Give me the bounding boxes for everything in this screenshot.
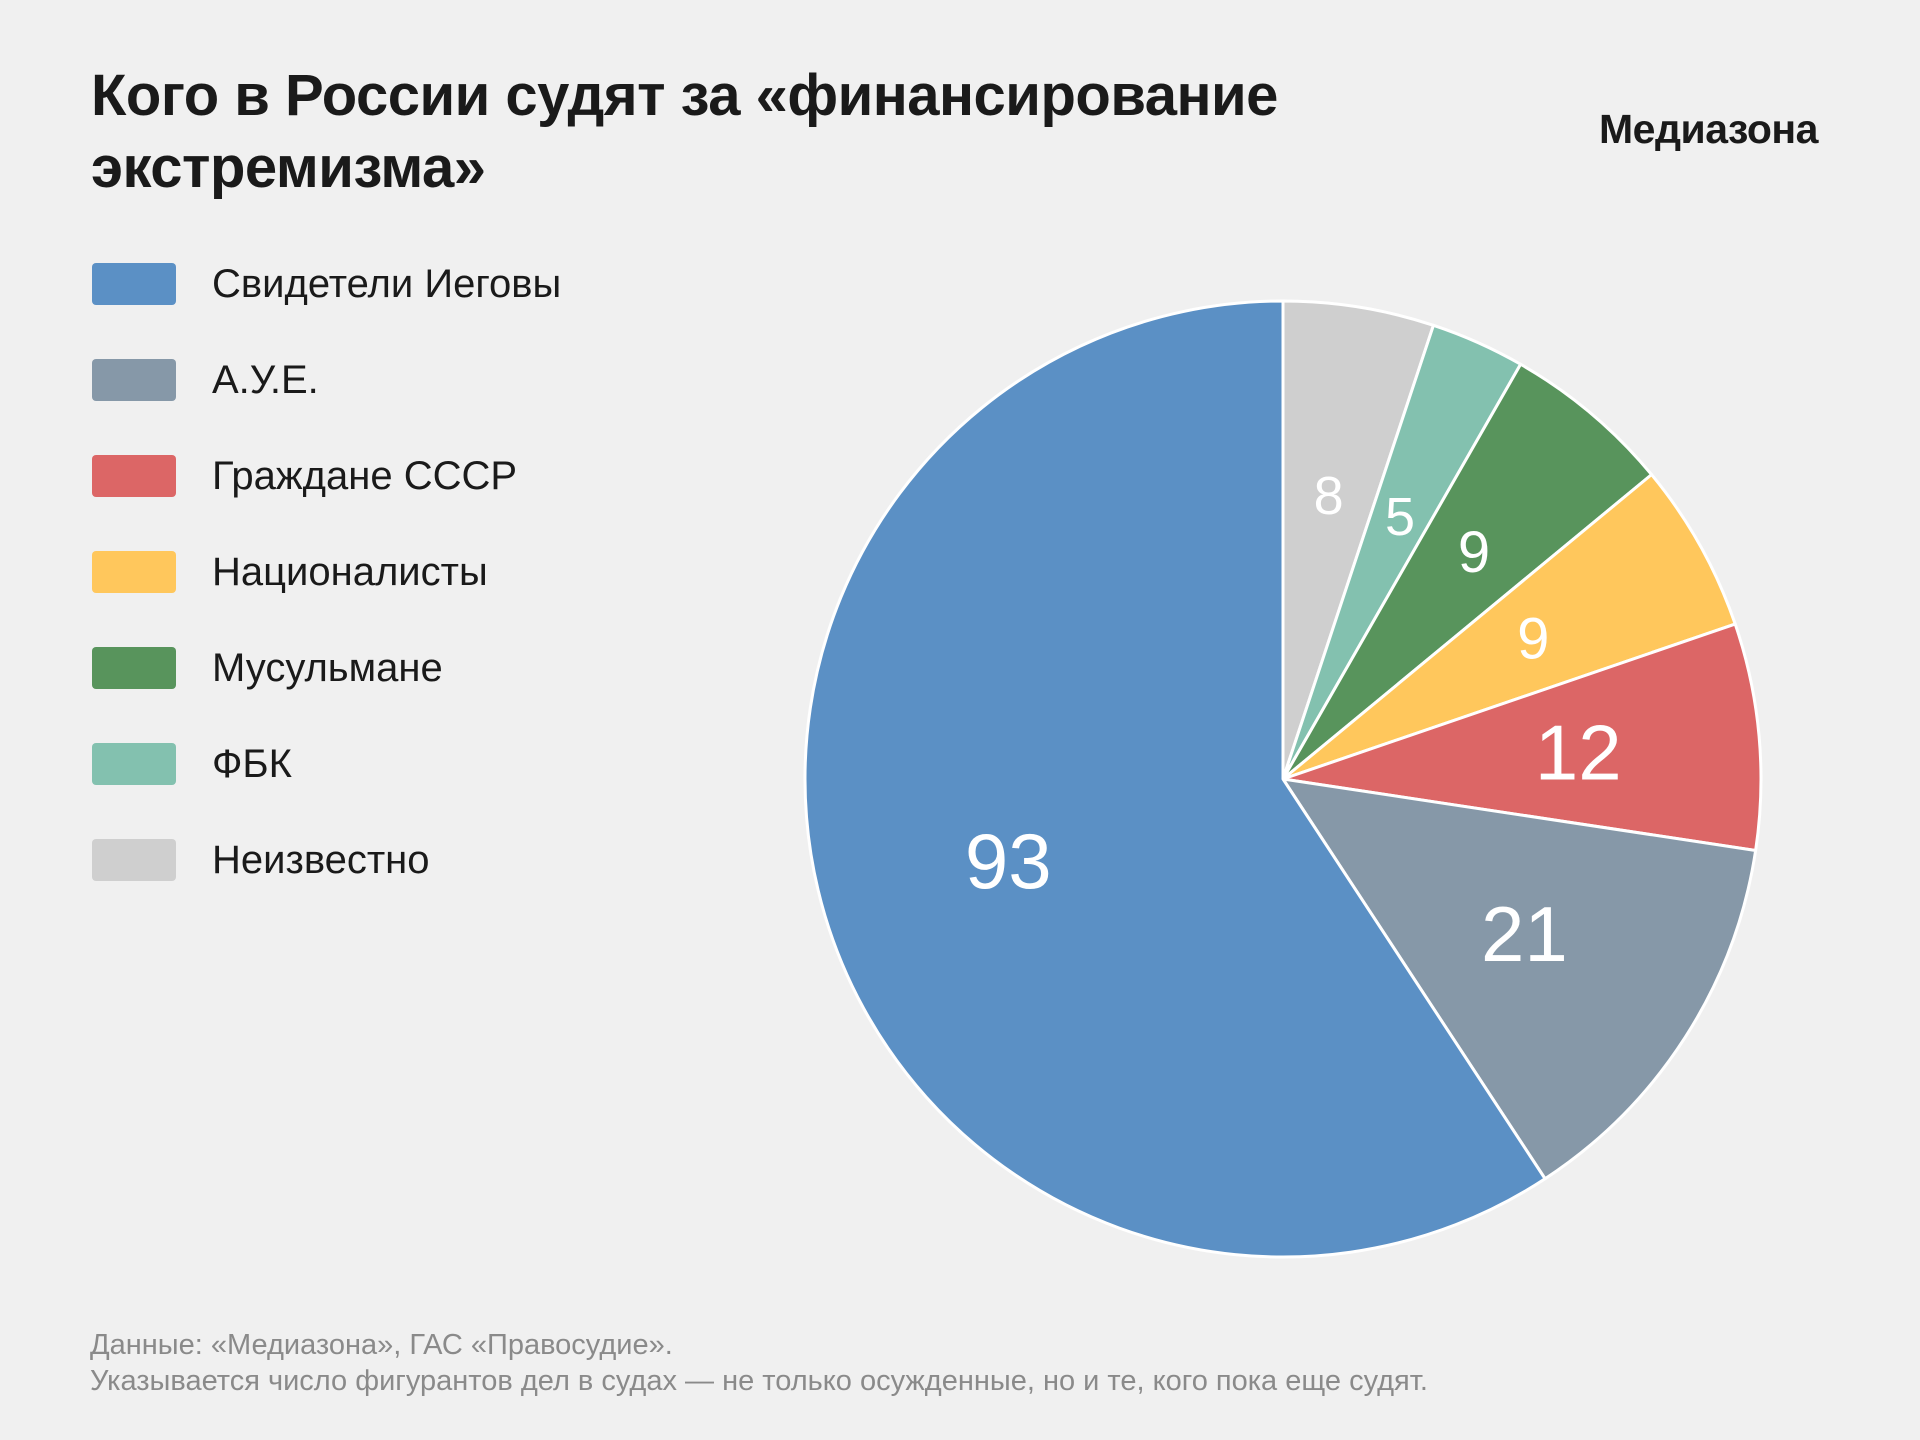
legend-item: Националисты [92,524,561,620]
pie-slice-националисты [1281,473,1737,781]
legend-item: Мусульмане [92,620,561,716]
legend-item: Граждане СССР [92,428,561,524]
methodology-note: Указывается число фигурантов дел в судах… [90,1365,1428,1397]
legend-item: Неизвестно [92,812,561,908]
legend-item: Свидетели Иеговы [92,236,561,332]
chart-title: Кого в России судят за «финансирование э… [91,63,1278,200]
slice-value-label: 21 [1481,890,1568,978]
legend-label: Националисты [212,550,488,594]
pie-slice-свидетели-иеговы [803,299,1547,1259]
legend-label: Неизвестно [212,838,430,882]
slice-value-label: 12 [1535,708,1622,796]
legend-label: Граждане СССР [212,454,518,498]
slice-value-label: 5 [1385,487,1415,547]
legend-swatch [92,263,176,305]
slice-value-label: 93 [965,817,1052,905]
pie-slice-граждане-ссср [1281,622,1763,852]
legend-item: А.У.Е. [92,332,561,428]
pie-slice-неизвестно [1281,299,1435,781]
source-note: Данные: «Медиазона», ГАС «Правосудие». [90,1329,673,1361]
legend-label: ФБК [212,742,292,786]
slice-value-label: 9 [1517,606,1549,671]
legend-label: Свидетели Иеговы [212,262,562,306]
legend-label: А.У.Е. [212,358,319,402]
legend-swatch [92,839,176,881]
pie-slice-мусульмане [1281,362,1654,781]
slice-value-label: 8 [1314,466,1344,526]
legend-swatch [92,359,176,401]
pie-slice-а-у-е [1281,777,1758,1181]
legend-swatch [92,455,176,497]
legend-swatch [92,551,176,593]
legend-item: ФБК [92,716,561,812]
legend-label: Мусульмане [212,646,443,690]
legend-swatch [92,647,176,689]
footnote: Данные: «Медиазона», ГАС «Правосудие». У… [90,1327,1428,1399]
legend-swatch [92,743,176,785]
brand-logo: Медиазона [1599,106,1818,152]
legend: Свидетели Иеговы А.У.Е. Граждане СССР Нацио… [92,236,561,908]
slice-value-label: 9 [1458,520,1490,585]
